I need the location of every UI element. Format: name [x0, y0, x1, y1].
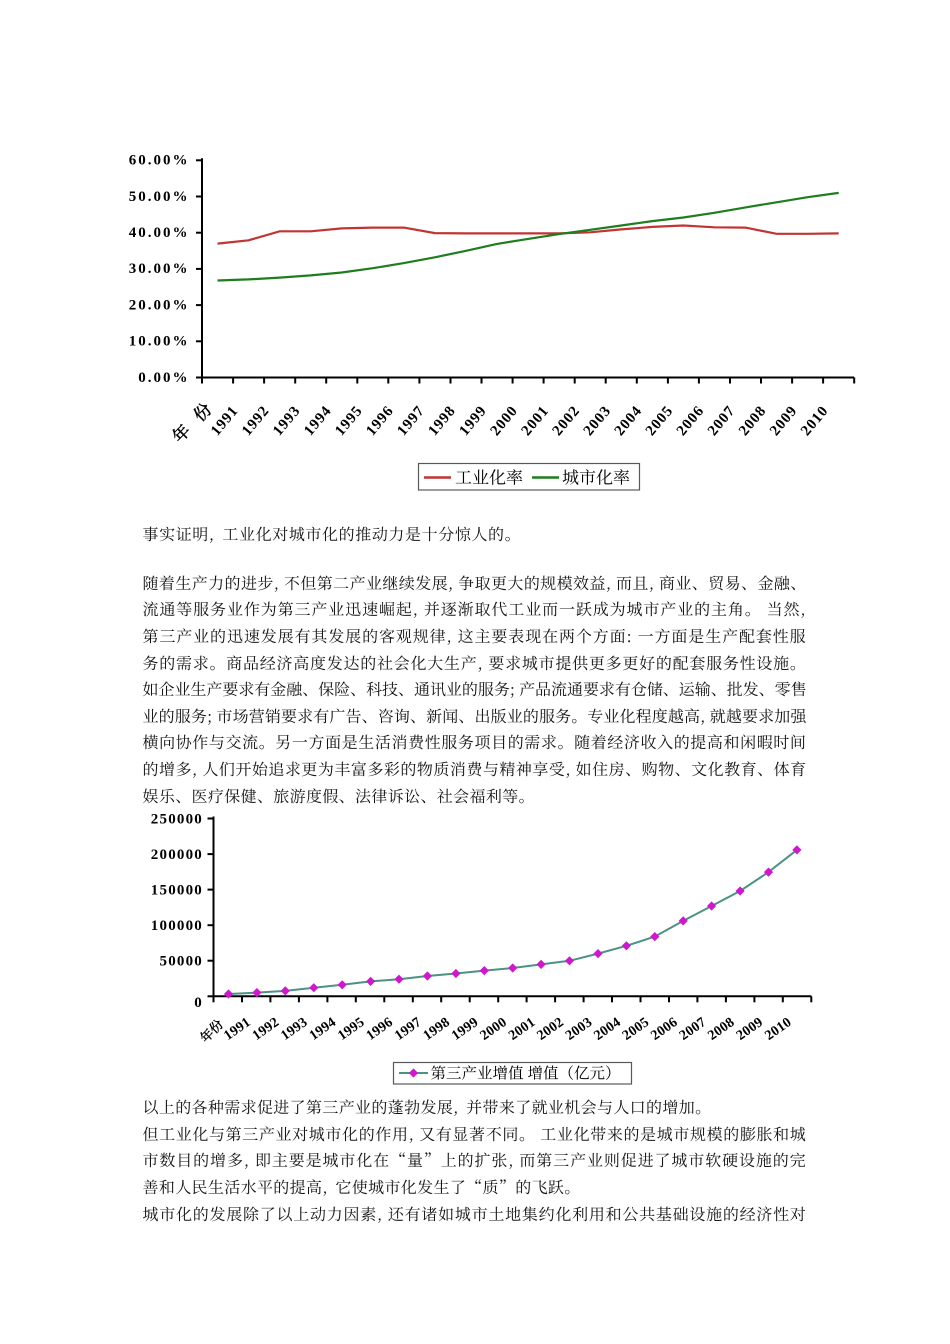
svg-text:1996: 1996	[364, 1015, 396, 1044]
svg-text:1992: 1992	[250, 1015, 282, 1044]
svg-text:2001: 2001	[519, 403, 553, 439]
svg-text:1994: 1994	[301, 403, 335, 439]
svg-text:2001: 2001	[506, 1015, 538, 1044]
svg-text:年份: 年份	[165, 396, 216, 447]
svg-text:2000: 2000	[488, 403, 522, 439]
svg-text:2004: 2004	[592, 1015, 624, 1044]
svg-text:1999: 1999	[449, 1015, 481, 1044]
svg-text:10.00%: 10.00%	[129, 334, 190, 350]
svg-text:200000: 200000	[151, 847, 203, 863]
svg-text:1997: 1997	[392, 1015, 424, 1044]
svg-text:2007: 2007	[705, 403, 739, 439]
svg-text:60.00%: 60.00%	[129, 153, 190, 169]
svg-text:1994: 1994	[307, 1015, 339, 1044]
svg-text:0: 0	[194, 995, 203, 1011]
svg-text:1993: 1993	[278, 1015, 310, 1044]
svg-text:150000: 150000	[151, 883, 203, 899]
svg-text:1998: 1998	[421, 1015, 453, 1044]
svg-text:1991: 1991	[221, 1015, 253, 1044]
svg-text:1993: 1993	[270, 403, 304, 439]
svg-text:20.00%: 20.00%	[129, 297, 190, 313]
svg-text:1998: 1998	[425, 403, 459, 439]
svg-text:2009: 2009	[734, 1015, 766, 1044]
svg-text:2000: 2000	[478, 1015, 510, 1044]
svg-text:30.00%: 30.00%	[129, 261, 190, 277]
svg-text:2003: 2003	[563, 1015, 595, 1044]
svg-text:年份: 年份	[195, 1014, 227, 1046]
svg-text:1997: 1997	[394, 403, 428, 439]
svg-text:2008: 2008	[736, 403, 770, 439]
svg-text:2005: 2005	[643, 403, 677, 439]
svg-text:1991: 1991	[208, 403, 242, 439]
svg-text:1992: 1992	[239, 403, 273, 439]
svg-text:2002: 2002	[535, 1015, 567, 1044]
svg-text:2004: 2004	[612, 403, 646, 439]
svg-text:2010: 2010	[762, 1015, 794, 1044]
svg-text:2008: 2008	[705, 1015, 737, 1044]
svg-text:1995: 1995	[332, 403, 366, 439]
svg-text:2006: 2006	[648, 1015, 680, 1044]
svg-text:2010: 2010	[798, 403, 832, 439]
svg-text:0.00%: 0.00%	[138, 370, 189, 386]
svg-text:2009: 2009	[767, 403, 801, 439]
svg-text:2006: 2006	[674, 403, 708, 439]
svg-text:2003: 2003	[581, 403, 615, 439]
svg-text:250000: 250000	[151, 812, 203, 828]
svg-text:50.00%: 50.00%	[129, 189, 190, 205]
svg-text:1999: 1999	[456, 403, 490, 439]
svg-text:2005: 2005	[620, 1015, 652, 1044]
svg-text:1995: 1995	[335, 1015, 367, 1044]
svg-text:50000: 50000	[160, 954, 204, 970]
svg-text:城市化率: 城市化率	[562, 464, 630, 489]
svg-text:工业化率: 工业化率	[455, 464, 523, 489]
svg-text:1996: 1996	[363, 403, 397, 439]
svg-text:2007: 2007	[677, 1015, 709, 1044]
svg-text:100000: 100000	[151, 918, 203, 934]
svg-text:2002: 2002	[550, 403, 584, 439]
svg-text:第三产业增值 增值（亿元）: 第三产业增值 增值（亿元）	[431, 1062, 621, 1084]
svg-text:40.00%: 40.00%	[129, 225, 190, 241]
